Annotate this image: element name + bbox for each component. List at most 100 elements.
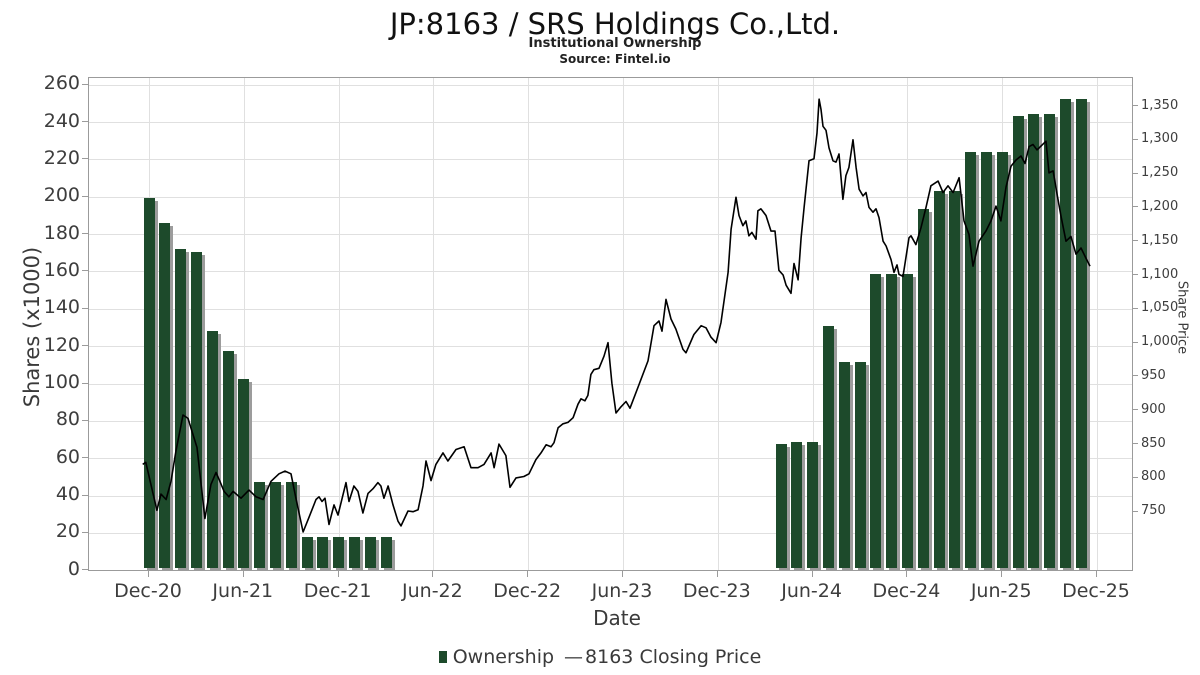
- x-tick-label: Dec-25: [1062, 580, 1130, 602]
- y-right-tick-mark: [1133, 105, 1138, 106]
- y-left-tick-mark: [82, 569, 88, 571]
- x-tick-label: Jun-21: [212, 580, 274, 602]
- y-left-tick-label: 120: [43, 333, 80, 356]
- y-left-tick-mark: [82, 457, 88, 459]
- ownership-bar: [143, 198, 155, 568]
- gridline-v: [1097, 78, 1098, 570]
- ownership-bar: [870, 273, 882, 568]
- line-dash-icon: —: [564, 646, 584, 668]
- y-left-tick-label: 260: [43, 72, 80, 95]
- x-tick-label: Jun-24: [781, 580, 842, 602]
- y-right-tick-label: 750: [1141, 503, 1166, 519]
- y-left-tick-label: 240: [43, 109, 80, 132]
- x-tick-mark: [432, 571, 434, 577]
- y-left-tick-mark: [82, 345, 88, 347]
- y-right-tick-mark: [1133, 341, 1138, 343]
- ownership-bar: [380, 537, 392, 568]
- x-tick-label: Dec-22: [493, 580, 562, 602]
- x-tick-label: Dec-23: [682, 580, 751, 602]
- ownership-bar: [175, 248, 187, 568]
- y-left-tick-mark: [82, 121, 88, 123]
- ownership-bar: [996, 152, 1008, 568]
- ownership-bar: [190, 252, 202, 568]
- ownership-bar: [317, 537, 329, 568]
- y-right-tick-label: 1,150: [1141, 232, 1179, 248]
- ownership-bar: [807, 441, 819, 568]
- gridline-v: [338, 78, 340, 570]
- y-left-tick-mark: [82, 382, 88, 384]
- ownership-bar: [775, 443, 787, 568]
- y-right-tick-label: 1,300: [1141, 131, 1179, 147]
- y-right-tick-label: 1,000: [1141, 334, 1179, 350]
- x-tick-mark: [811, 571, 813, 577]
- x-tick-mark: [1001, 571, 1003, 577]
- y-right-tick-mark: [1133, 443, 1138, 445]
- x-tick-mark: [622, 571, 623, 577]
- ownership-bar: [348, 537, 360, 568]
- x-tick-mark: [242, 571, 244, 577]
- x-tick-mark: [1096, 571, 1097, 577]
- x-tick-label: Dec-24: [872, 580, 941, 602]
- ownership-bar: [159, 222, 171, 568]
- y-right-tick-label: 1,250: [1141, 165, 1179, 181]
- y-right-tick-label: 1,100: [1141, 266, 1179, 282]
- y-left-tick-label: 200: [43, 184, 80, 207]
- y-right-tick-mark: [1133, 274, 1138, 276]
- y-right-tick-label: 850: [1141, 435, 1166, 451]
- y-right-tick-mark: [1133, 375, 1138, 377]
- gridline-v: [433, 78, 435, 570]
- ownership-bar: [206, 330, 218, 568]
- y-left-tick-mark: [82, 419, 88, 421]
- gridline-v: [623, 78, 624, 570]
- y-right-tick-mark: [1133, 240, 1138, 242]
- y-left-tick-mark: [82, 195, 88, 197]
- chart-source: Source: Fintel.io: [559, 52, 671, 66]
- y-left-tick-label: 80: [55, 408, 80, 431]
- x-tick-mark: [337, 571, 339, 577]
- x-tick-label: Jun-23: [591, 580, 653, 602]
- y-right-tick-label: 1,050: [1141, 300, 1179, 316]
- y-left-tick-mark: [82, 494, 88, 496]
- x-axis-title: Date: [593, 606, 641, 630]
- y-right-tick-label: 1,200: [1141, 198, 1179, 214]
- chart-subtitle: Institutional Ownership: [528, 36, 702, 51]
- ownership-bar: [791, 441, 803, 568]
- x-tick-mark: [148, 571, 149, 577]
- y-left-tick-mark: [82, 158, 88, 160]
- y-left-tick-mark: [82, 531, 88, 533]
- ownership-bar: [285, 482, 297, 568]
- y-left-tick-label: 160: [43, 258, 80, 281]
- ownership-bar: [901, 273, 913, 568]
- ownership-bar: [1059, 99, 1071, 568]
- y-left-tick-mark: [82, 233, 88, 235]
- legend-ownership-label: Ownership: [452, 646, 555, 668]
- ownership-bar: [333, 537, 345, 568]
- x-tick-mark: [716, 571, 718, 577]
- y-right-tick-label: 1,350: [1141, 97, 1179, 113]
- y-left-tick-label: 60: [55, 445, 80, 468]
- y-left-tick-label: 0: [67, 557, 80, 580]
- ownership-bar: [933, 190, 945, 568]
- y-left-tick-label: 180: [43, 221, 80, 244]
- y-left-tick-label: 100: [43, 371, 80, 394]
- ownership-bar: [222, 351, 234, 568]
- y-left-tick-label: 140: [43, 296, 80, 319]
- ownership-bar: [838, 361, 850, 568]
- ownership-bar: [1028, 114, 1040, 568]
- y-left-tick-mark: [82, 83, 88, 85]
- x-tick-mark: [906, 571, 908, 577]
- y-right-tick-mark: [1133, 510, 1138, 512]
- ownership-bar: [917, 209, 929, 568]
- gridline-h: [89, 122, 1132, 124]
- x-tick-label: Jun-22: [402, 580, 463, 602]
- ownership-swatch-icon: [438, 651, 447, 663]
- y-right-tick-mark: [1133, 409, 1138, 411]
- legend: Ownership — 8163 Closing Price: [438, 646, 761, 668]
- y-left-tick-mark: [82, 307, 88, 309]
- y-left-tick-label: 220: [43, 146, 80, 169]
- plot-area: [88, 77, 1133, 571]
- ownership-bar: [238, 379, 250, 568]
- ownership-bar: [1075, 99, 1087, 568]
- y-left-tick-label: 40: [55, 483, 80, 506]
